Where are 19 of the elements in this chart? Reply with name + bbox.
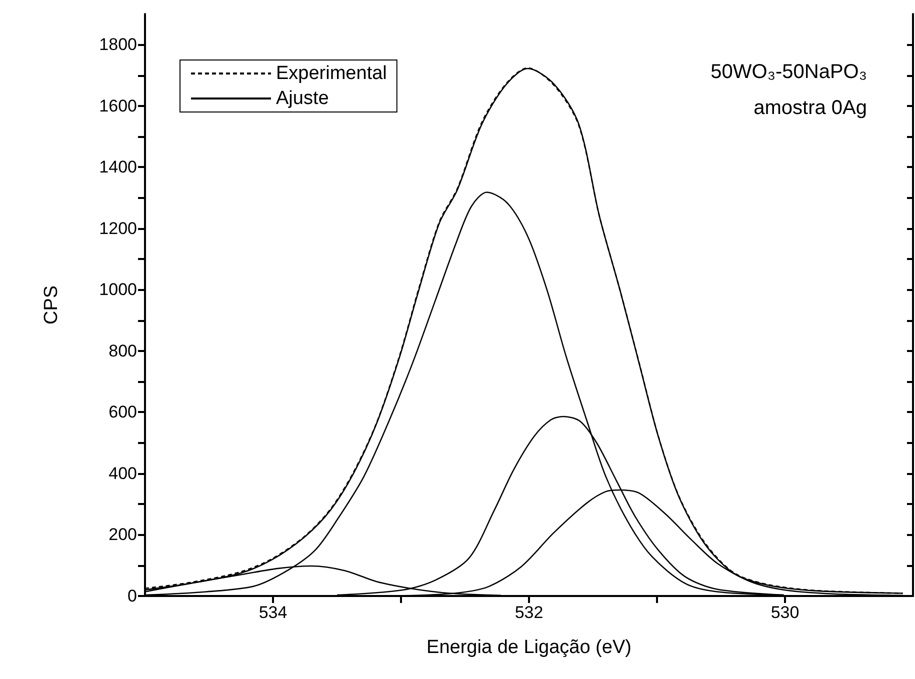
annotation: 50WO₃-50NaPO₃ bbox=[710, 61, 868, 83]
y-tick-label: 1200 bbox=[99, 218, 137, 238]
y-tick-label: 800 bbox=[108, 341, 137, 360]
y-axis-title: CPS bbox=[41, 285, 62, 325]
y-tick-label: 1800 bbox=[99, 35, 137, 54]
y-tick-label: 600 bbox=[108, 402, 137, 422]
y-tick-label: 1600 bbox=[99, 96, 137, 116]
x-tick-label: 534 bbox=[258, 603, 288, 622]
y-tick-label: 1000 bbox=[99, 280, 137, 300]
y-tick-label: 0 bbox=[128, 586, 137, 606]
x-tick-label: 530 bbox=[770, 603, 800, 622]
y-tick-label: 400 bbox=[108, 464, 137, 483]
x-tick-label: 532 bbox=[514, 603, 544, 622]
y-tick-label: 1400 bbox=[99, 158, 137, 177]
x-axis-title: Energia de Ligação (eV) bbox=[426, 637, 632, 658]
y-tick-label: 200 bbox=[108, 525, 137, 544]
annotation: amostra 0Ag bbox=[754, 97, 867, 119]
legend-label: Experimental bbox=[276, 63, 387, 84]
legend-label: Ajuste bbox=[276, 88, 329, 109]
